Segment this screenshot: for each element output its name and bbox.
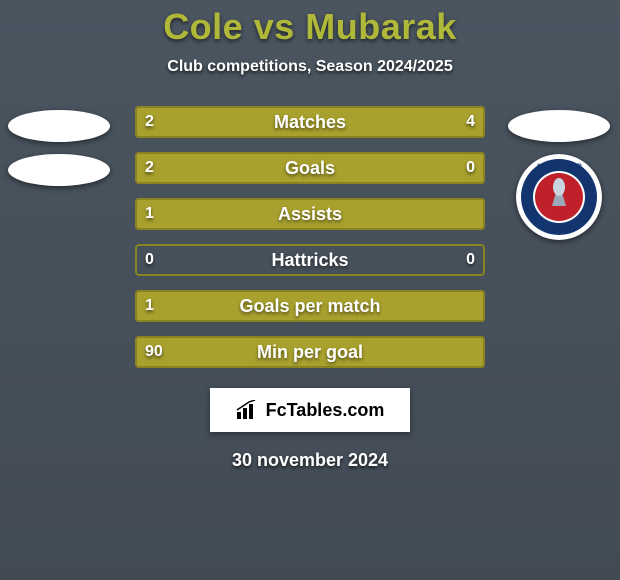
stat-bar-value-right: 0 xyxy=(466,251,475,269)
stat-bar-value-left: 1 xyxy=(145,297,154,315)
stat-bar-label: Goals per match xyxy=(239,296,380,317)
stat-bar-value-left: 2 xyxy=(145,113,154,131)
brand-chart-icon xyxy=(236,400,260,420)
stat-bar-label: Matches xyxy=(274,112,346,133)
stat-bar-value-left: 90 xyxy=(145,343,163,361)
content-wrapper: Cole vs Mubarak Club competitions, Seaso… xyxy=(0,0,620,580)
date-text: 30 november 2024 xyxy=(232,450,388,471)
stat-bar-label: Hattricks xyxy=(271,250,348,271)
stat-bar-label: Goals xyxy=(285,158,335,179)
brand-text: FcTables.com xyxy=(266,400,385,421)
stat-bar-value-left: 0 xyxy=(145,251,154,269)
svg-text:AKWA UNITED: AKWA UNITED xyxy=(536,163,582,170)
stat-bar-value-left: 2 xyxy=(145,159,154,177)
stat-bar-row: Min per goal 90 xyxy=(135,336,485,368)
subtitle: Club competitions, Season 2024/2025 xyxy=(167,58,452,76)
team-badge: AKWA UNITED xyxy=(516,154,602,240)
stat-bar-label: Assists xyxy=(278,204,342,225)
stat-bar-row: Matches 2 4 xyxy=(135,106,485,138)
stat-bar-row: Assists 1 xyxy=(135,198,485,230)
stat-bar-row: Goals per match 1 xyxy=(135,290,485,322)
team-logo-ellipse xyxy=(8,110,110,142)
stat-bar-label: Min per goal xyxy=(257,342,363,363)
team-logos-right: AKWA UNITED xyxy=(504,110,614,240)
team-logo-ellipse xyxy=(8,154,110,186)
stat-bar-row: Hattricks 0 0 xyxy=(135,244,485,276)
team-logo-ellipse xyxy=(508,110,610,142)
team-logos-left xyxy=(4,110,114,186)
stats-bars: Matches24Goals20Assists1Hattricks00Goals… xyxy=(135,106,485,368)
brand-pill: FcTables.com xyxy=(210,388,410,432)
stat-bar-value-left: 1 xyxy=(145,205,154,223)
page-title: Cole vs Mubarak xyxy=(163,6,457,48)
stat-bar-value-right: 4 xyxy=(466,113,475,131)
stat-bar-value-right: 0 xyxy=(466,159,475,177)
stat-bar-row: Goals 2 0 xyxy=(135,152,485,184)
chart-area: AKWA UNITED Matches 2 4 Goals 2 0 Assists 1 Hatt… xyxy=(0,106,620,368)
